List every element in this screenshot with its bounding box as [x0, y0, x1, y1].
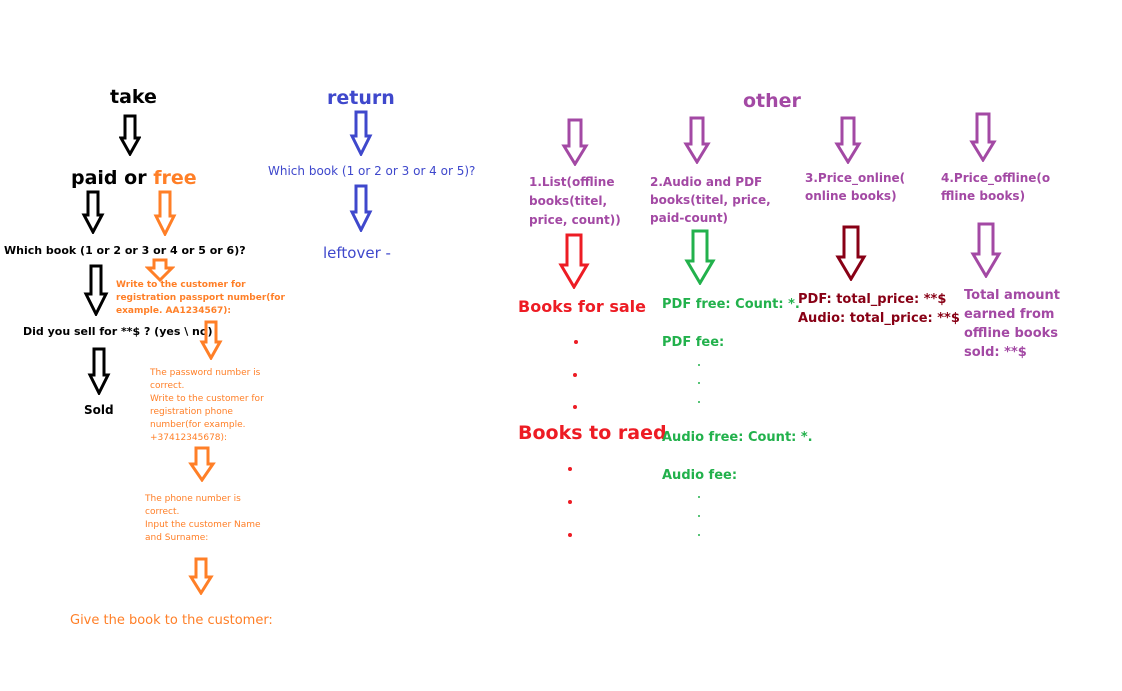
- pdf-free-label: PDF free: Count: *.: [662, 297, 800, 312]
- down-arrow-icon: [558, 233, 590, 289]
- audio-pdf-header: 2.Audio and PDF books(titel, price, paid…: [650, 175, 771, 225]
- down-arrow-icon: [145, 258, 175, 282]
- down-arrow-icon: [188, 446, 216, 482]
- price-online-header: 3.Price_online( online books): [805, 171, 906, 203]
- name-prompt: The phone number is correct. Input the c…: [145, 494, 261, 543]
- ellipsis-dot: [568, 500, 572, 504]
- ellipsis-dot: [698, 364, 700, 366]
- offline-total-text: Total amount earned from offline books s…: [964, 288, 1061, 360]
- down-arrow-icon: [834, 116, 862, 164]
- ellipsis-dot: [573, 405, 577, 409]
- ellipsis-dot: [698, 382, 700, 384]
- other-title: other: [743, 90, 801, 112]
- list-header: 1.List(offline books(titel, price, count…: [529, 175, 621, 227]
- down-arrow-icon: [199, 320, 223, 360]
- ellipsis-dot: [698, 534, 700, 536]
- audio-free-label: Audio free: Count: *.: [662, 430, 813, 445]
- ellipsis-dot: [698, 401, 700, 403]
- paid-or-free-label: paid or free: [71, 167, 197, 190]
- online-prices-text: PDF: total_price: **$ Audio: total_price…: [798, 292, 960, 326]
- phone-prompt: The password number is correct. Write to…: [150, 368, 264, 443]
- paid-label: paid or: [71, 167, 154, 189]
- down-arrow-icon: [349, 184, 373, 232]
- ellipsis-dot: [568, 467, 572, 471]
- ellipsis-dot: [698, 496, 700, 498]
- which-book-return: Which book (1 or 2 or 3 or 4 or 5)?: [268, 164, 476, 178]
- down-arrow-icon: [349, 110, 373, 156]
- down-arrow-icon: [81, 190, 105, 234]
- price-offline-header: 4.Price_offline(o ffline books): [941, 171, 1051, 203]
- pdf-fee-label: PDF fee:: [662, 335, 725, 350]
- down-arrow-icon: [83, 264, 109, 316]
- down-arrow-icon: [969, 112, 997, 162]
- give-book-text: Give the book to the customer:: [70, 613, 273, 628]
- down-arrow-icon: [153, 190, 177, 236]
- down-arrow-icon: [684, 229, 716, 285]
- ellipsis-dot: [568, 533, 572, 537]
- leftover-label: leftover -: [323, 244, 391, 262]
- return-title: return: [327, 87, 395, 109]
- down-arrow-icon: [561, 118, 589, 166]
- books-for-sale-label: Books for sale: [518, 297, 646, 316]
- ellipsis-dot: [698, 515, 700, 517]
- sold-label: Sold: [84, 403, 114, 417]
- down-arrow-icon: [970, 222, 1002, 278]
- did-you-sell-question: Did you sell for **$ ? (yes \ no): [23, 325, 213, 338]
- take-title: take: [110, 86, 157, 108]
- down-arrow-icon: [835, 225, 867, 281]
- down-arrow-icon: [87, 347, 111, 395]
- free-label: free: [153, 167, 197, 189]
- books-to-read-label: Books to raed: [518, 422, 667, 444]
- down-arrow-icon: [119, 114, 141, 156]
- down-arrow-icon: [683, 116, 711, 164]
- which-book-take: Which book (1 or 2 or 3 or 4 or 5 or 6)?: [4, 244, 246, 257]
- ellipsis-dot: [573, 373, 577, 377]
- passport-prompt: Write to the customer for registration p…: [116, 280, 285, 316]
- audio-fee-label: Audio fee:: [662, 468, 738, 483]
- down-arrow-icon: [188, 557, 214, 595]
- ellipsis-dot: [574, 340, 578, 344]
